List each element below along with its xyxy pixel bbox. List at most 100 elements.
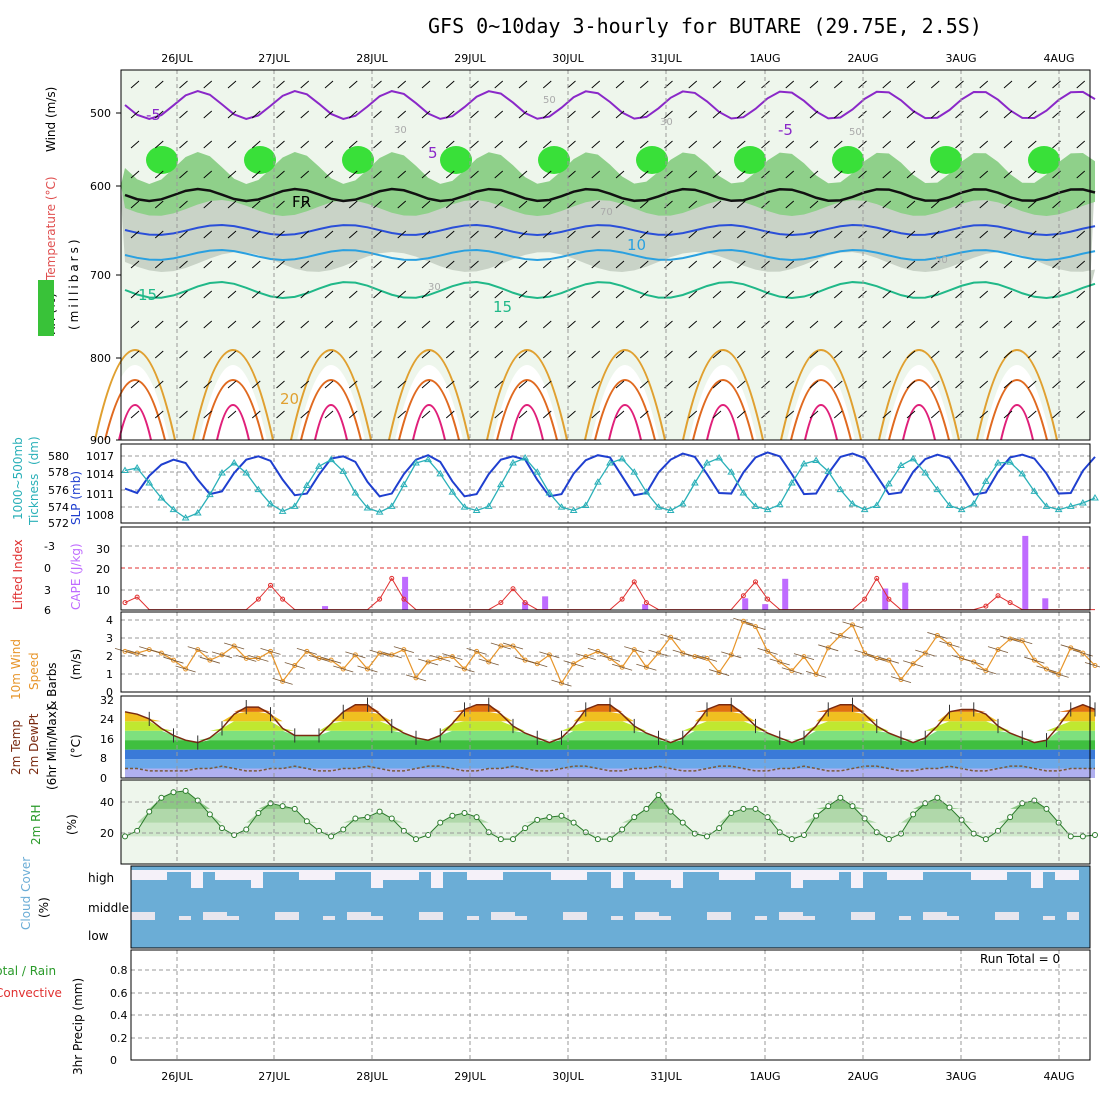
wind-barb [470, 170, 479, 179]
wind-speed-point [292, 662, 298, 668]
wind-barb [373, 80, 382, 89]
rh-point [437, 819, 444, 826]
wind-barb [227, 110, 237, 119]
rh-point [303, 818, 310, 825]
lifted-index-point [522, 600, 528, 606]
cloud-mid-bar [287, 912, 299, 920]
lifted-index-point [268, 582, 273, 588]
rh-point [825, 803, 832, 810]
wind-barb [1003, 200, 1013, 209]
wind-barb [955, 230, 964, 239]
ylabel-units-group: (millibars) [67, 236, 81, 330]
wind-speed-point [1068, 645, 1074, 651]
rh-point [352, 815, 359, 822]
wind-barb [1027, 380, 1037, 389]
lifted-index-point [765, 596, 771, 602]
cloud-high-bar [551, 870, 563, 880]
cloud-mid-bar [419, 912, 431, 920]
wind-barb [664, 350, 673, 359]
rh-point [740, 805, 747, 812]
ylabel-thickness2: Tickness [27, 474, 41, 526]
ytick-label: 30 [96, 543, 110, 556]
wind-barb [833, 140, 843, 149]
rh-point [849, 803, 856, 810]
cloud-high-bar [659, 870, 671, 880]
rh-point [885, 836, 892, 843]
wind-barb [833, 320, 843, 329]
wind-barb [567, 80, 576, 89]
wind-barb [466, 647, 487, 655]
ylabel-group: CAPE (J/kg) [69, 543, 83, 610]
ytick-label: 1 [106, 668, 113, 681]
thickness-point [254, 485, 263, 493]
wind-barb [421, 170, 431, 179]
rh-point [643, 805, 650, 812]
wind-barb [324, 380, 334, 389]
wind-barb [397, 80, 407, 89]
wind-barb [227, 170, 237, 179]
wind-barb [809, 320, 819, 329]
rh-point [570, 819, 577, 826]
cloud-high-bar [407, 870, 419, 880]
temp-contour-25 [692, 379, 754, 441]
wind-barb [300, 380, 310, 389]
wind-barb [906, 380, 916, 389]
wind-barb [397, 140, 407, 149]
ytick-label: 32 [100, 694, 114, 707]
wind-barb [251, 320, 261, 329]
wind-barb [154, 80, 164, 89]
date-label-bottom: 26JUL [161, 1070, 193, 1083]
cloud-high-bar [995, 870, 1007, 880]
wind-barb [736, 80, 746, 89]
wind-barb [154, 410, 164, 419]
wind-barb [1060, 644, 1081, 652]
cloud-high-bar [599, 870, 611, 872]
ylabel-convective: Convective [0, 986, 62, 1000]
panel-frame [120, 695, 1091, 779]
wind-barb [639, 140, 649, 149]
wind-barb [357, 665, 378, 673]
rh-point [158, 794, 165, 801]
wind-barb [906, 350, 916, 359]
wind-speed-point [231, 643, 237, 649]
wind-barb [639, 110, 649, 119]
wind-speed-point [922, 650, 928, 656]
thickness-point [205, 490, 214, 498]
wind-barb [300, 320, 310, 329]
cloud-high-bar [671, 870, 683, 888]
cape-bar [1022, 535, 1029, 610]
wind-barb [567, 170, 576, 179]
wind-barb [1027, 230, 1037, 239]
wind-speed-point [959, 655, 965, 661]
wind-barb [1003, 290, 1013, 299]
wind-barb [736, 170, 746, 179]
wind-barb [227, 320, 237, 329]
wind-barb [445, 230, 455, 239]
wind-barb [470, 200, 479, 209]
wind-barb [227, 200, 237, 209]
cloud-high-bar [695, 870, 707, 872]
cloud-mid-bar [275, 912, 287, 920]
wind-barb [421, 410, 431, 419]
rh-max-blob [440, 146, 472, 174]
ylabel-thickness: 1000~500mb [11, 437, 25, 520]
cloud-high-bar [155, 870, 167, 880]
cape-bar [762, 604, 769, 610]
rh-dry-mound [101, 365, 169, 440]
wind-barb [300, 260, 310, 269]
rh-max-blob [538, 146, 570, 174]
wind-barb [1003, 260, 1013, 269]
wind-speed-point [898, 677, 904, 683]
cloud-high-bar [1043, 870, 1055, 872]
wind-speed-point [1007, 636, 1013, 642]
ylabel-group: (%) [37, 897, 51, 918]
ytick-label: 3 [106, 632, 113, 645]
wind-barb [397, 170, 407, 179]
thickness-line [124, 457, 1096, 519]
wind-barb [979, 80, 989, 89]
wind-barb [470, 380, 479, 389]
wind-barb [854, 649, 875, 657]
wind-barb [882, 320, 892, 329]
wind-barb [1076, 200, 1086, 209]
wind-barb [688, 290, 698, 299]
